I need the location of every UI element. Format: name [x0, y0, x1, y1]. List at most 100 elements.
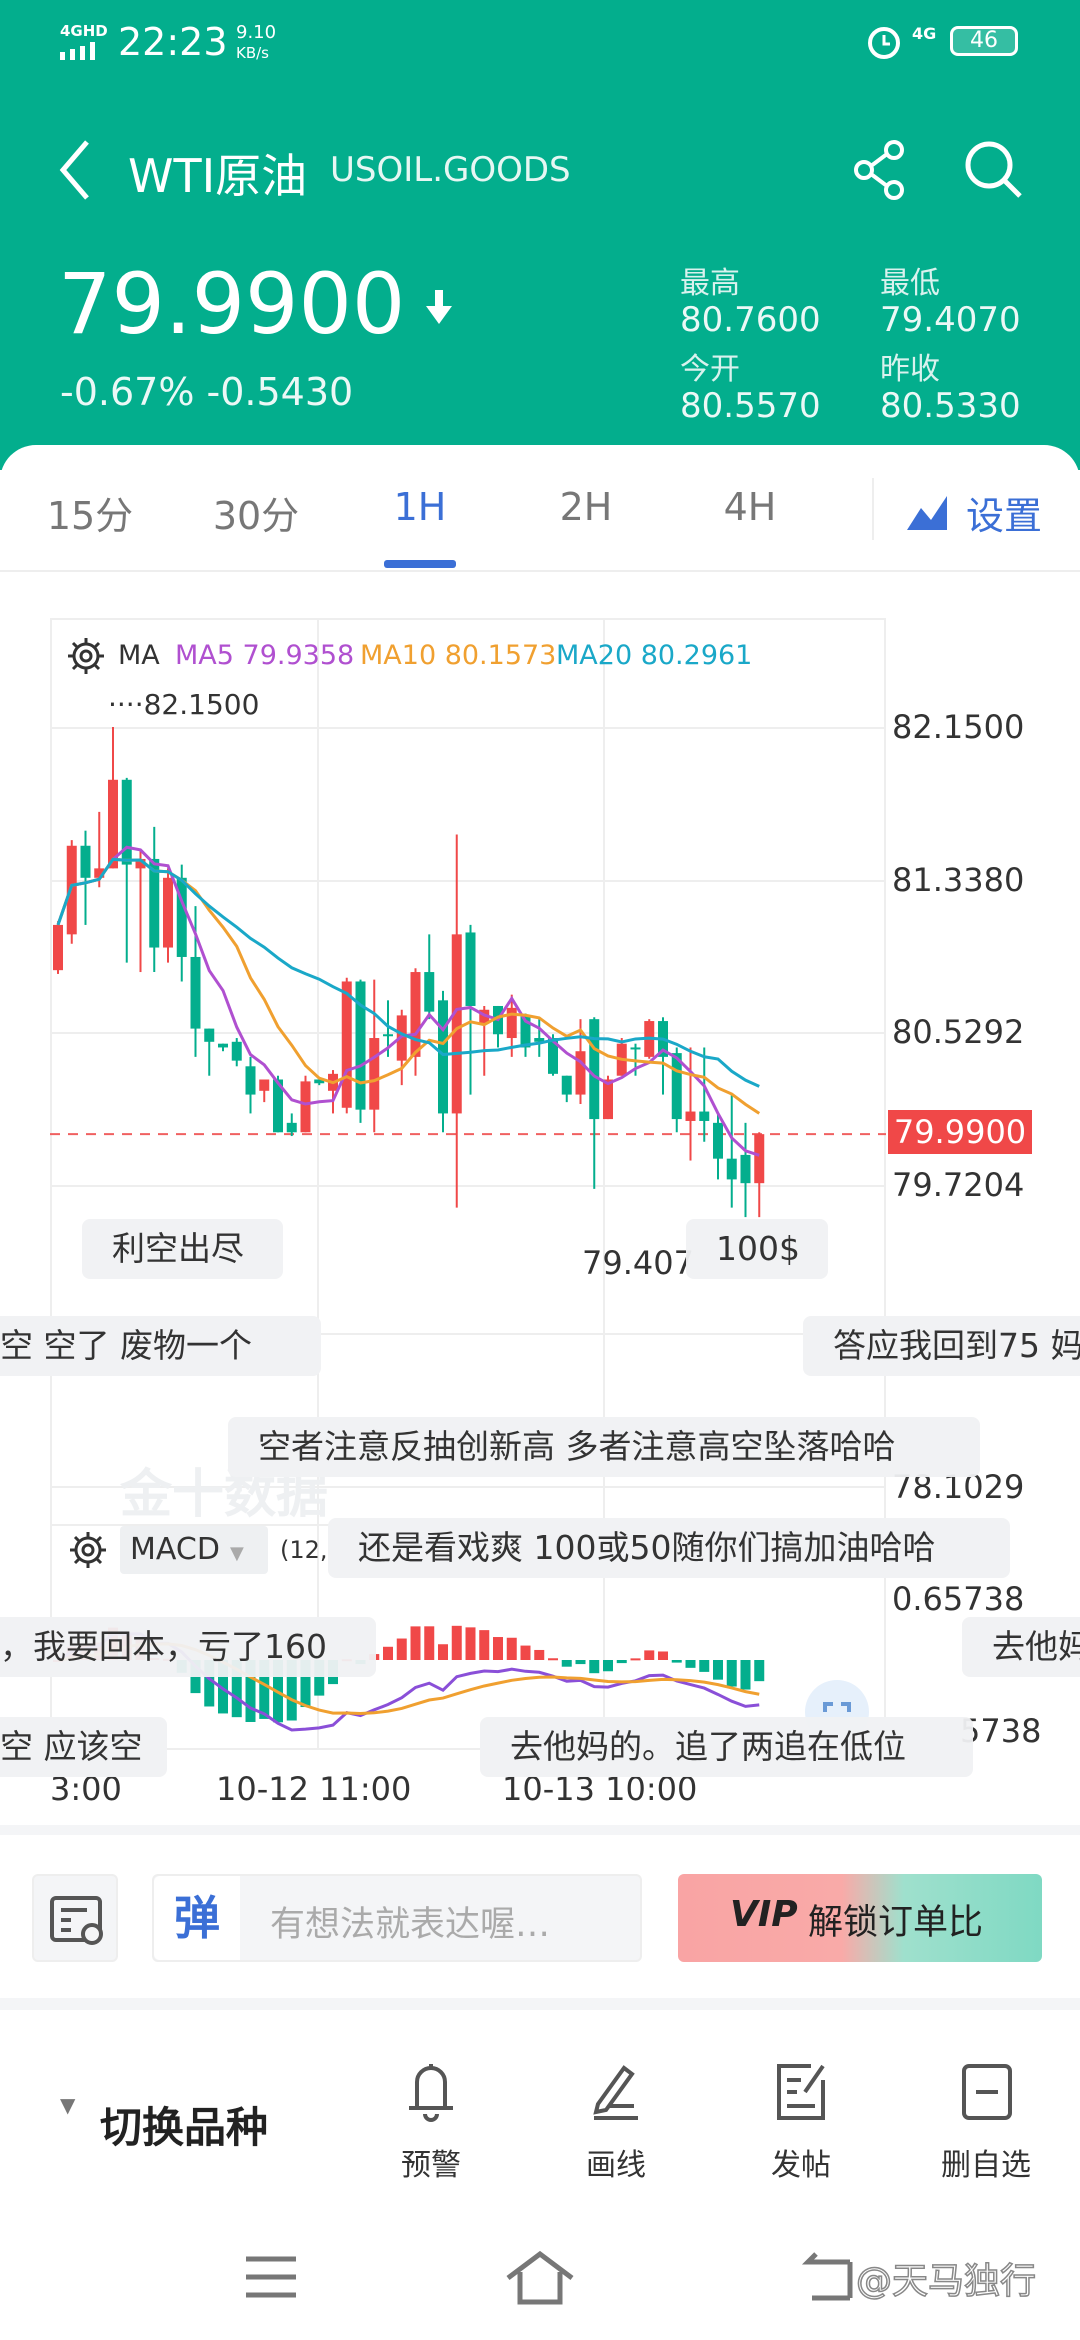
high-marker-value: 82.1500 — [143, 688, 260, 721]
macd-histogram-bar — [603, 1660, 613, 1672]
tab-30m[interactable]: 30分 — [212, 494, 300, 538]
candle-body — [355, 981, 366, 1110]
search-icon[interactable] — [962, 138, 1024, 204]
draw-line-button[interactable]: 画线 — [551, 2060, 681, 2184]
alert-button[interactable]: 预警 — [366, 2060, 496, 2184]
candle-body — [259, 1079, 270, 1091]
order-settings-button[interactable] — [32, 1874, 118, 1962]
high-marker: ····82.1500 — [108, 688, 260, 721]
caret-down-icon: ▼ — [60, 2093, 76, 2117]
comment-bubble: ，我要回本，亏了160 — [0, 1617, 376, 1677]
candle-body — [699, 1111, 710, 1121]
stat-label-low: 最低 — [880, 266, 940, 301]
chart-settings-icon[interactable] — [905, 492, 949, 536]
tabs-divider — [0, 570, 1080, 572]
candle-body — [410, 972, 421, 1057]
stat-label-high: 最高 — [680, 266, 740, 301]
macd-histogram-bar — [451, 1625, 462, 1660]
grid-line — [50, 1333, 885, 1335]
macd-histogram-bar — [465, 1627, 476, 1660]
grid-line — [50, 727, 885, 729]
candle-body — [589, 1019, 600, 1120]
back-nav-icon[interactable] — [800, 2252, 856, 2312]
candle-body — [369, 1038, 380, 1110]
candle-body — [740, 1154, 751, 1184]
comment-bubble: 去他妈的。追了两追在低位 — [480, 1717, 973, 1777]
grid-line — [50, 1748, 885, 1750]
candle-body — [218, 1043, 228, 1048]
draw-line-label: 画线 — [586, 2148, 646, 2183]
macd-selector[interactable]: MACD ▼ — [120, 1526, 268, 1574]
candle-body — [286, 1122, 297, 1133]
candle-body — [383, 1034, 393, 1037]
candle-body — [80, 845, 91, 878]
macd-histogram-bar — [396, 1638, 407, 1660]
remove-watchlist-button[interactable]: 删自选 — [921, 2060, 1051, 2184]
y-label: 81.3380 — [892, 861, 1025, 899]
tab-1h[interactable]: 1H — [393, 485, 447, 529]
candle-body — [245, 1066, 256, 1095]
tab-4h[interactable]: 4H — [723, 485, 777, 529]
candle-body — [548, 1038, 558, 1074]
home-nav-icon[interactable] — [504, 2250, 576, 2310]
candle-body — [231, 1041, 242, 1061]
share-icon[interactable] — [852, 140, 908, 204]
net-speed: 9.10 — [236, 22, 277, 43]
current-price: 79.9900 — [58, 255, 406, 353]
candle-body — [754, 1134, 765, 1184]
vip-unlock-button[interactable]: VIP 解锁订单比 — [678, 1874, 1042, 1962]
comment-bubble: 还是看戏爽 100或50随你们搞加油哈哈 — [328, 1518, 1010, 1578]
candle-body — [204, 1028, 215, 1042]
menu-nav-icon[interactable] — [244, 2255, 298, 2303]
settings-button[interactable]: 设置 — [966, 494, 1043, 538]
macd-histogram-bar — [589, 1660, 600, 1674]
macd-label: MACD — [130, 1532, 220, 1567]
candle-body — [314, 1079, 325, 1084]
tab-2h[interactable]: 2H — [559, 485, 613, 529]
candle-body — [685, 1111, 696, 1121]
grid-line — [603, 618, 605, 1748]
macd-histogram-bar — [520, 1645, 531, 1660]
x-label: 10-12 11:00 — [216, 1770, 412, 1808]
macd-histogram-bar — [561, 1660, 572, 1667]
candle-body — [300, 1081, 311, 1133]
macd-histogram-bar — [575, 1660, 586, 1665]
macd-histogram-bar — [630, 1658, 641, 1661]
macd-top-label: 0.65738 — [892, 1580, 1025, 1618]
macd-gear-icon[interactable] — [68, 1530, 108, 1574]
ma20-value: MA20 80.2961 — [556, 640, 753, 671]
header: 4GHD 22:23 9.10 KB/s 4G 46 WTI原油 USOIL.G… — [0, 0, 1080, 470]
macd-histogram-bar — [314, 1660, 325, 1696]
comment-input[interactable]: 弹 有想法就表达喔… — [152, 1874, 642, 1962]
candle-body — [520, 1015, 531, 1048]
tab-15m[interactable]: 15分 — [46, 494, 134, 538]
candle-body — [273, 1079, 283, 1133]
grid-line — [50, 1486, 885, 1488]
signal-icon — [60, 42, 104, 64]
alert-label: 预警 — [401, 2148, 461, 2183]
document-settings-icon — [50, 1896, 103, 1945]
grid-line — [50, 1032, 885, 1034]
chart-card — [0, 445, 1080, 2340]
gear-icon[interactable] — [66, 636, 106, 680]
candle-body — [534, 1038, 545, 1042]
back-icon[interactable] — [55, 138, 95, 206]
macd-histogram-bar — [438, 1644, 448, 1660]
comment-bubble: 利空出尽 — [82, 1219, 283, 1279]
candle-body — [438, 1000, 448, 1114]
pencil-icon — [593, 2065, 638, 2120]
post-button[interactable]: 发帖 — [736, 2060, 866, 2184]
comment-bubble: 100$ — [686, 1219, 828, 1279]
chevron-down-icon: ▼ — [229, 1543, 244, 1564]
switch-instrument-button[interactable]: 切换品种 — [100, 2103, 269, 2152]
ma-label: MA — [118, 640, 160, 671]
macd-histogram-bar — [245, 1660, 256, 1722]
macd-params: (12, — [280, 1536, 328, 1564]
macd-histogram-bar — [300, 1660, 311, 1708]
candle-body — [424, 972, 435, 1012]
stat-value-high: 80.7600 — [680, 300, 821, 340]
stat-value-open: 80.5570 — [680, 386, 821, 426]
ma5-value: MA5 79.9358 — [175, 640, 355, 671]
danmaku-toggle-icon[interactable]: 弹 — [154, 1876, 240, 1960]
